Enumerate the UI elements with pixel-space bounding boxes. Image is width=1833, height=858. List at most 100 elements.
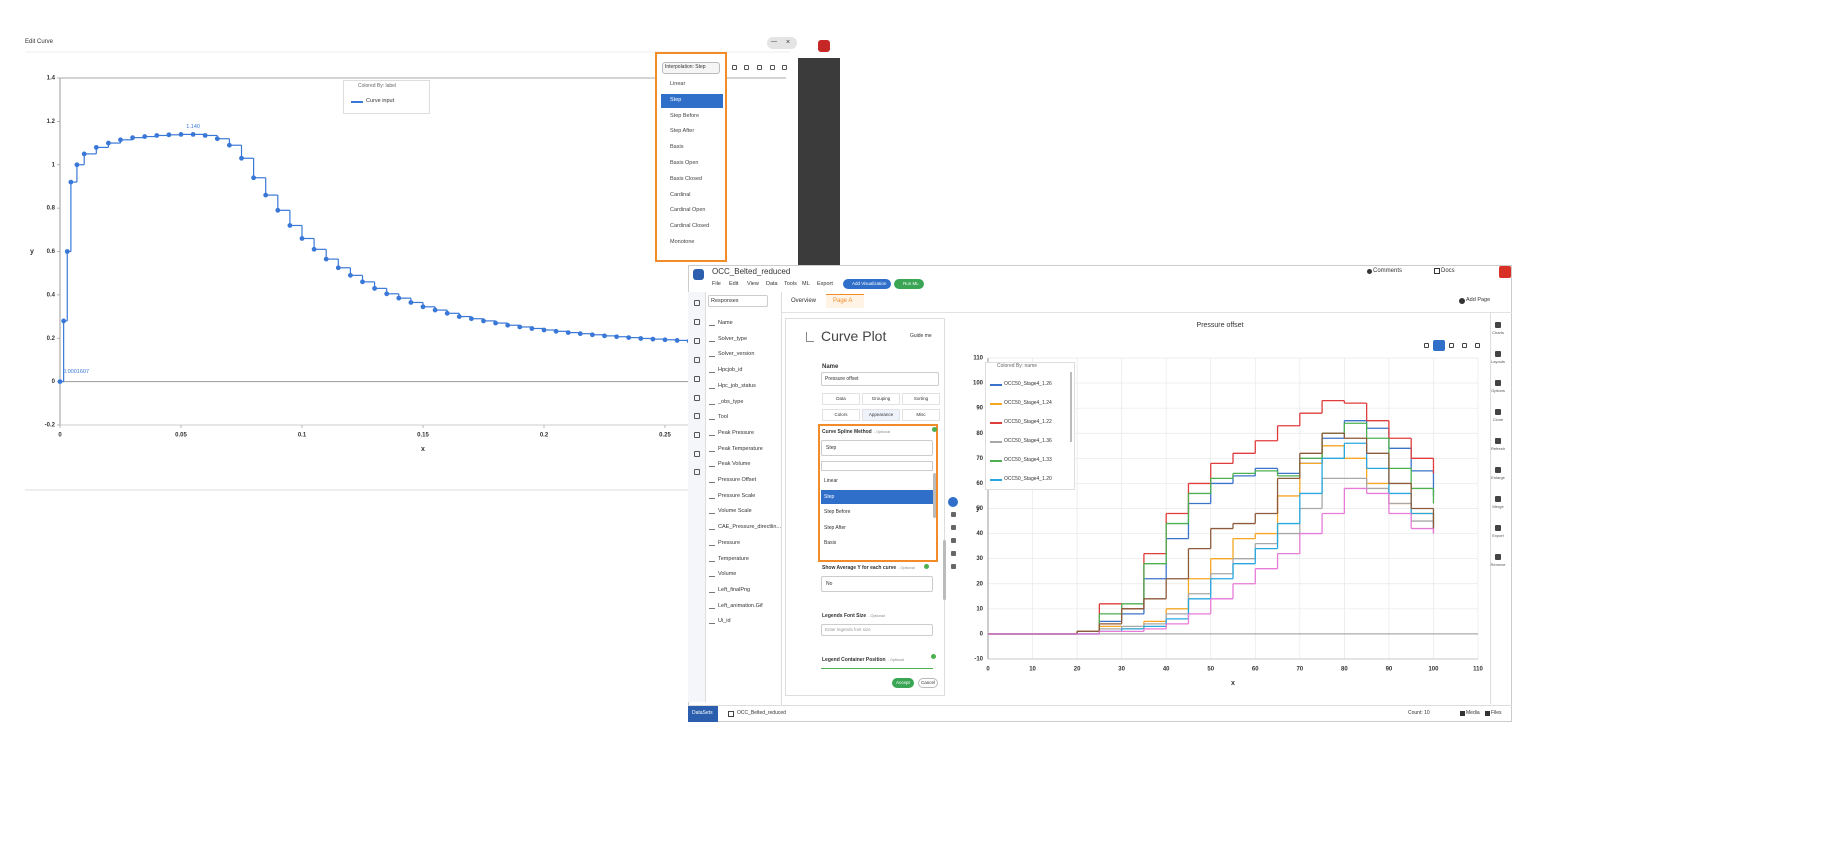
spline-option[interactable]: Step — [824, 493, 835, 500]
sidebar-item[interactable]: Hpcjob_id — [718, 367, 743, 374]
action-icon[interactable] — [951, 564, 956, 569]
action-button[interactable] — [948, 497, 958, 507]
comments-button[interactable]: Comments — [1373, 268, 1403, 274]
sidebar-title[interactable]: Responses — [711, 297, 739, 304]
toolbar-icon[interactable] — [770, 65, 775, 70]
chart-tool[interactable] — [1462, 343, 1467, 348]
nav-icon[interactable] — [694, 413, 700, 419]
sidebar-item[interactable]: Peak Temperature — [718, 445, 763, 452]
chart-tool-active[interactable] — [1433, 340, 1445, 351]
toolbar-icon[interactable] — [732, 65, 737, 70]
config-tab-label[interactable]: Sorting — [913, 395, 929, 401]
run-ml-label[interactable]: Run ML — [903, 280, 919, 286]
legend-label[interactable]: OCC50_Stage4_1.20 — [1004, 476, 1052, 482]
tool-icon[interactable] — [1495, 322, 1501, 328]
menu-item[interactable]: Export — [817, 281, 833, 287]
minimize-button[interactable]: — — [771, 39, 777, 45]
config-tab-label[interactable]: Misc — [916, 411, 926, 417]
sidebar-item[interactable]: Left_finalPng — [718, 586, 751, 593]
tool-label[interactable]: Export — [1492, 533, 1504, 538]
sidebar-item[interactable]: Ui_id — [718, 618, 731, 625]
interpolation-button[interactable] — [662, 62, 720, 74]
sidebar-item[interactable]: Pressure Offset — [718, 477, 757, 483]
sidebar-item[interactable]: Left_animation.Gif — [718, 602, 763, 609]
tab[interactable]: Page A — [833, 298, 853, 304]
sidebar-item[interactable]: Volume Scale — [718, 508, 752, 515]
chart-tool[interactable] — [1475, 343, 1480, 348]
tool-label[interactable]: Clone — [1492, 417, 1504, 422]
tool-icon[interactable] — [1495, 525, 1501, 531]
dataset-tab[interactable]: OCC_Belted_reduced — [737, 710, 786, 716]
spline-option[interactable]: Step Before — [824, 509, 851, 516]
interpolation-option[interactable]: Basis — [670, 144, 684, 151]
interpolation-option[interactable]: Cardinal Open — [670, 207, 706, 214]
nav-icon[interactable] — [694, 469, 700, 475]
legend-label[interactable]: OCC50_Stage4_1.22 — [1004, 419, 1052, 425]
datasets-tab[interactable] — [688, 706, 718, 722]
cancel-label[interactable]: Cancel — [921, 680, 936, 685]
toolbar-icon[interactable] — [782, 65, 787, 70]
datasets-label[interactable]: DataSets — [692, 710, 713, 716]
chart-tool[interactable] — [1424, 343, 1429, 348]
action-icon[interactable] — [951, 538, 956, 543]
add-visualization-label[interactable]: Add Visualization — [852, 280, 887, 286]
accept-button[interactable] — [892, 678, 914, 688]
tool-label[interactable]: Merge — [1492, 504, 1504, 509]
menu-item[interactable]: Tools — [784, 281, 797, 287]
nav-icon[interactable] — [694, 395, 700, 401]
tool-icon[interactable] — [1495, 554, 1501, 560]
close-button[interactable]: × — [786, 39, 791, 46]
chart-tool[interactable] — [1449, 343, 1454, 348]
sidebar-item[interactable]: Pressure Scale — [718, 492, 756, 499]
spline-option[interactable]: Step After — [824, 524, 846, 531]
sidebar-item[interactable]: Volume — [718, 571, 737, 578]
sidebar-item[interactable]: CAE_Pressure_directlin... — [718, 524, 781, 531]
window-close[interactable] — [1499, 266, 1511, 278]
menu-item[interactable]: File — [712, 281, 721, 287]
action-icon[interactable] — [951, 525, 956, 530]
menu-item[interactable]: Data — [766, 281, 778, 287]
sidebar-item[interactable]: _obs_type — [718, 398, 744, 405]
tab[interactable]: Overview — [791, 298, 817, 304]
nav-icon[interactable] — [694, 432, 700, 438]
config-tab[interactable] — [862, 409, 900, 421]
docs-button[interactable]: Docs — [1441, 268, 1455, 274]
toolbar-icon[interactable] — [757, 65, 762, 70]
config-tab[interactable] — [862, 393, 900, 405]
interpolation-option[interactable]: Step — [670, 96, 682, 103]
config-tab-label[interactable]: Grouping — [871, 395, 891, 401]
spline-select[interactable] — [821, 440, 933, 456]
config-tab[interactable] — [822, 409, 860, 421]
add-visualization-button[interactable] — [843, 279, 891, 289]
interpolation-option[interactable]: Cardinal Closed — [670, 223, 710, 230]
tool-icon[interactable] — [1495, 467, 1501, 473]
menu-item[interactable]: ML — [802, 281, 810, 287]
sidebar-item[interactable]: Peak Volume — [718, 461, 751, 468]
interpolation-option[interactable]: Cardinal — [670, 191, 691, 198]
nav-icon[interactable] — [694, 338, 700, 344]
legend-label[interactable]: OCC50_Stage4_1.26 — [1004, 381, 1052, 387]
sidebar-item[interactable]: Solver_version — [718, 351, 755, 358]
nav-icon[interactable] — [694, 300, 700, 306]
nav-icon[interactable] — [694, 357, 700, 363]
tool-label[interactable]: Remove — [1490, 562, 1506, 567]
interpolation-option[interactable]: Step After — [670, 128, 695, 135]
interpolation-option[interactable]: Step Before — [670, 112, 700, 119]
nav-icon[interactable] — [694, 319, 700, 325]
tool-icon[interactable] — [1495, 380, 1501, 386]
config-tab-label[interactable]: Colors — [834, 411, 848, 417]
tool-icon[interactable] — [1495, 496, 1501, 502]
legend-label[interactable]: OCC50_Stage4_1.33 — [1004, 457, 1052, 463]
interpolation-option[interactable]: Basis Open — [670, 160, 699, 166]
config-tab[interactable] — [902, 409, 940, 421]
interpolation-option[interactable]: Basis Closed — [670, 175, 703, 182]
media-button[interactable]: Media — [1466, 710, 1480, 716]
files-button[interactable]: Files — [1491, 710, 1502, 716]
name-input[interactable] — [821, 372, 939, 386]
tool-label[interactable]: Charts — [1492, 330, 1504, 335]
spline-search[interactable] — [821, 461, 933, 471]
tool-icon[interactable] — [1495, 409, 1501, 415]
interpolation-option[interactable]: Linear — [670, 81, 686, 87]
add-page-button[interactable]: Add Page — [1466, 297, 1491, 303]
tool-icon[interactable] — [1495, 438, 1501, 444]
